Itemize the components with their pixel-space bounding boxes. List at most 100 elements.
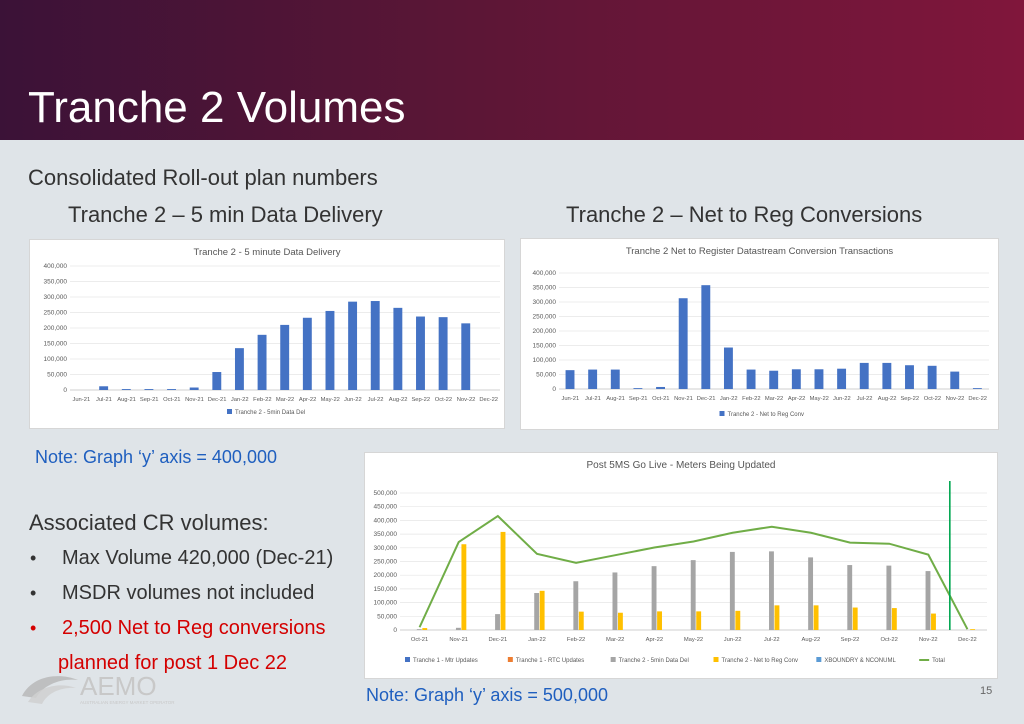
legend-label: Tranche 2 - 5min Data Del — [235, 410, 305, 416]
y-tick-label: 250,000 — [44, 310, 68, 317]
bar — [931, 613, 936, 630]
x-tick-label: Mar-22 — [765, 396, 783, 402]
bar — [212, 372, 222, 390]
y-tick-label: 350,000 — [374, 531, 398, 538]
legend-label: Tranche 1 - Mtr Updates — [413, 658, 478, 664]
bar — [891, 608, 897, 630]
bar — [769, 551, 774, 630]
x-tick-label: Aug-22 — [389, 397, 408, 403]
x-tick-label: May-22 — [810, 396, 829, 402]
y-tick-label: 100,000 — [374, 600, 398, 607]
bar — [859, 362, 869, 389]
bullet-net-to-reg: 2,500 Net to Reg conversions — [62, 617, 326, 639]
bar — [565, 370, 575, 389]
bar — [696, 611, 702, 630]
x-tick-label: Jun-22 — [724, 637, 742, 643]
bar — [950, 371, 960, 389]
x-tick-label: Nov-21 — [185, 397, 204, 403]
x-tick-label: Oct-21 — [163, 397, 180, 403]
bar — [882, 362, 892, 389]
y-tick-label: 200,000 — [374, 572, 398, 579]
x-tick-label: Apr-22 — [646, 637, 663, 643]
legend-swatch — [816, 657, 822, 662]
y-tick-label: 500,000 — [374, 490, 398, 497]
y-tick-label: 200,000 — [44, 325, 68, 332]
bar — [701, 285, 711, 389]
x-tick-label: Nov-21 — [674, 396, 693, 402]
x-tick-label: Feb-22 — [253, 397, 271, 403]
x-tick-label: May-22 — [321, 397, 340, 403]
bar — [610, 369, 620, 389]
bar — [774, 605, 780, 630]
x-tick-label: Dec-22 — [479, 397, 498, 403]
x-tick-label: Sep-21 — [140, 397, 159, 403]
bar — [461, 544, 467, 630]
bar — [325, 310, 335, 390]
bar — [461, 323, 471, 390]
x-tick-label: Jan-22 — [720, 396, 738, 402]
bar — [578, 611, 584, 630]
y-tick-label: 200,000 — [533, 328, 557, 335]
y-tick-label: 300,000 — [374, 545, 398, 552]
bar — [633, 388, 643, 389]
bar — [746, 369, 756, 389]
bar — [189, 387, 199, 390]
chart-panel-5min-data-delivery: Tranche 2 - 5 minute Data Delivery 0 50,00… — [29, 239, 505, 429]
y-tick-label: 400,000 — [533, 270, 557, 277]
bar — [588, 369, 598, 389]
bar — [121, 389, 131, 390]
y-tick-label: 250,000 — [374, 559, 398, 566]
chart-title: Tranche 2 Net to Register Datastream Con… — [626, 246, 894, 257]
bar — [808, 557, 814, 630]
bar — [370, 301, 380, 390]
bar — [495, 614, 500, 630]
x-tick-label: Sep-21 — [629, 396, 648, 402]
chart-panel-meters-updated: Post 5MS Go Live - Meters Being Updated 0… — [364, 452, 998, 679]
bar — [852, 607, 858, 630]
chart-title: Tranche 2 - 5 minute Data Delivery — [194, 247, 341, 258]
y-tick-label: 450,000 — [374, 504, 398, 511]
bar — [656, 386, 665, 389]
bar — [886, 565, 892, 630]
bullet-net-to-reg-cont: planned for post 1 Dec 22 — [58, 652, 288, 674]
bar — [678, 298, 688, 389]
y-tick-label: 150,000 — [44, 341, 68, 348]
bar — [813, 605, 819, 630]
legend-swatch — [405, 657, 410, 662]
x-tick-label: Oct-22 — [924, 396, 941, 402]
y-tick-label: 0 — [552, 386, 556, 393]
bar — [905, 365, 914, 389]
x-tick-label: Oct-21 — [652, 396, 669, 402]
x-tick-label: Jul-22 — [857, 396, 873, 402]
y-tick-label: 300,000 — [533, 299, 557, 306]
y-tick-label: 100,000 — [533, 357, 557, 364]
legend-label: XBOUNDRY & NCONUML — [824, 658, 896, 664]
x-tick-label: Dec-22 — [968, 396, 987, 402]
note-left: Note: Graph ‘y’ axis = 400,000 — [35, 447, 277, 467]
x-tick-label: Oct-22 — [435, 397, 452, 403]
bar — [723, 347, 733, 389]
y-tick-label: 0 — [393, 627, 397, 634]
bar — [972, 388, 982, 389]
x-tick-label: Oct-22 — [880, 637, 897, 643]
bar — [144, 389, 154, 390]
x-tick-label: Jul-21 — [585, 396, 601, 402]
x-tick-label: Nov-21 — [449, 637, 468, 643]
x-tick-label: May-22 — [684, 637, 703, 643]
x-tick-label: Aug-21 — [606, 396, 625, 402]
chart-panel-net-to-reg: Tranche 2 Net to Register Datastream Con… — [520, 238, 999, 430]
x-tick-label: Jun-22 — [344, 397, 362, 403]
y-tick-label: 350,000 — [533, 285, 557, 292]
x-tick-label: Jan-22 — [528, 637, 546, 643]
legend-label: Tranche 2 - Net to Reg Conv — [728, 412, 804, 418]
x-tick-label: Sep-22 — [841, 637, 860, 643]
left-chart-heading: Tranche 2 – 5 min Data Delivery — [68, 202, 383, 227]
series-line-total — [418, 514, 969, 630]
legend-swatch — [227, 409, 232, 414]
slide-title: Tranche 2 Volumes — [28, 83, 406, 132]
legend-label: Total — [932, 658, 945, 664]
bar — [729, 551, 735, 630]
x-tick-label: Nov-22 — [457, 397, 476, 403]
bar — [416, 629, 422, 630]
note-bottom: Note: Graph ‘y’ axis = 500,000 — [366, 685, 608, 705]
